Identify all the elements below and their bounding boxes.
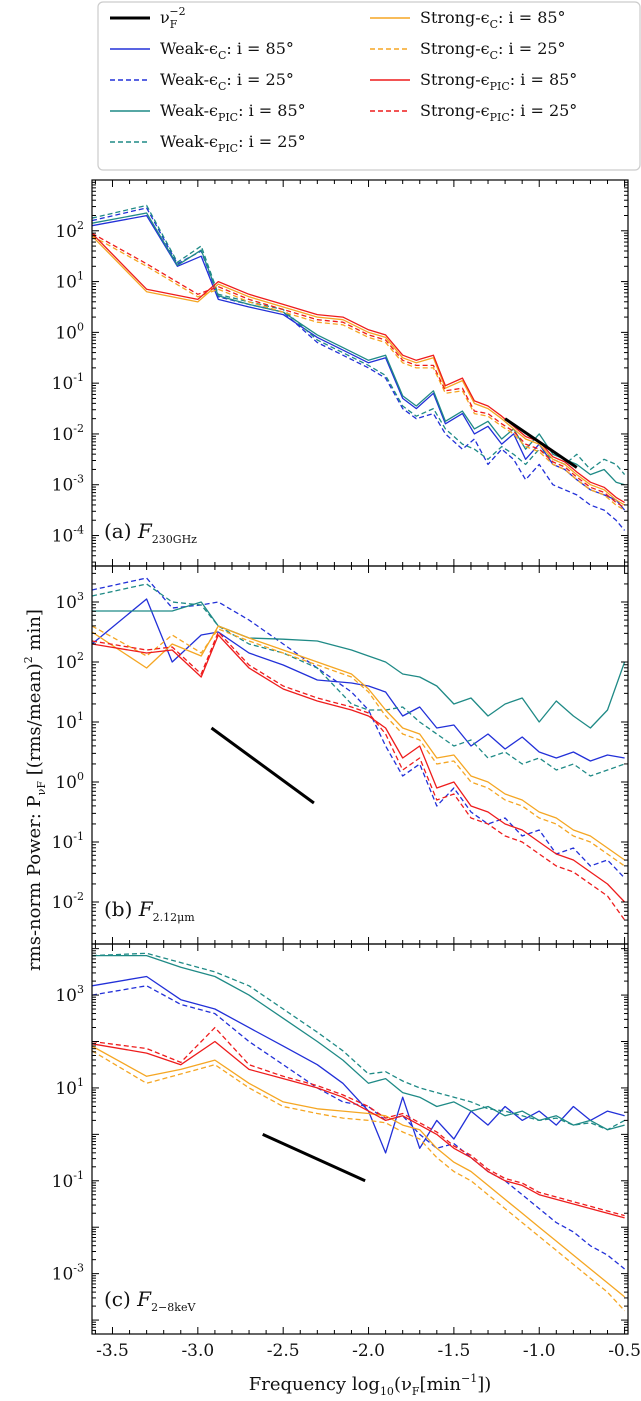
- y-axis-label: rms-norm Power: PνF [(rms/mean)2 min]: [22, 609, 48, 971]
- series-line-sc25: [92, 235, 625, 511]
- legend-label: Strong-ϵPIC: i = 85°: [420, 70, 577, 93]
- y-tick-label: 10-2: [52, 890, 84, 913]
- legend-entry: Strong-ϵPIC: i = 85°: [370, 70, 577, 93]
- series-line-sc85: [92, 235, 625, 506]
- panel-c: 10-3 10-1 101 103 (c) F2−8keV: [52, 943, 629, 1335]
- x-tick-labels: -3.5 -3.0 -2.5 -2.0 -1.5 -1.0 -0.5: [96, 1341, 641, 1361]
- series-line-wp25: [92, 952, 625, 1131]
- x-axis-label: Frequency log10(νF[min−1]): [249, 1372, 492, 1398]
- y-tick-label: 10-1: [52, 1169, 84, 1192]
- legend-label: Strong-ϵC: i = 85°: [420, 8, 566, 31]
- series-line-sc25: [92, 1050, 626, 1312]
- series-line-sc25: [92, 625, 625, 867]
- x-tick-label: -2.0: [352, 1341, 385, 1361]
- y-tick-label: 10-1: [52, 371, 84, 394]
- legend-frame: [97, 1, 641, 171]
- panel-b: 10-2 10-1 100 101 102 103 (b) F2.12μm: [52, 565, 629, 945]
- panel-label: (b) F2.12μm: [104, 897, 195, 924]
- legend-label: Strong-ϵC: i = 25°: [420, 39, 566, 62]
- power-law-reference-line: [262, 1132, 366, 1183]
- series-line-sp25: [92, 631, 626, 921]
- series-line-sc85: [92, 1045, 626, 1298]
- legend-entry: Weak-ϵC: i = 85°: [110, 39, 294, 62]
- y-tick-label: 10-3: [52, 1262, 84, 1285]
- y-tick-label: 10-2: [52, 422, 84, 445]
- power-law-reference-line: [504, 417, 578, 469]
- x-tick-label: -3.0: [181, 1341, 214, 1361]
- series-line-wc85: [92, 975, 625, 1154]
- x-tick-label: -1.0: [523, 1341, 556, 1361]
- x-tick-label: -2.5: [267, 1341, 300, 1361]
- x-tick-label: -1.5: [437, 1341, 470, 1361]
- y-tick-label: 103: [55, 590, 84, 613]
- legend-entry: Strong-ϵC: i = 25°: [370, 39, 566, 62]
- series-line-wp25: [92, 583, 625, 777]
- series-line-wp85: [92, 954, 625, 1131]
- legend: νF−2 Weak-ϵC: i = 85° Weak-ϵC: i = 25° Weak…: [97, 1, 641, 171]
- panel-a: 10-4 10-3 10-2 10-1 100 101 102 (a) F230GHz: [52, 179, 629, 567]
- legend-label: Weak-ϵPIC: i = 85°: [160, 101, 306, 124]
- y-tick-label: 102: [55, 650, 84, 673]
- legend-label: Weak-ϵC: i = 25°: [160, 70, 294, 93]
- series-line-wp25: [92, 204, 626, 476]
- series-group: [92, 952, 626, 1312]
- series-line-sp85: [92, 232, 625, 504]
- legend-label: Strong-ϵPIC: i = 25°: [420, 101, 577, 124]
- x-tick-label: -3.5: [96, 1341, 129, 1361]
- legend-entry: Strong-ϵPIC: i = 25°: [370, 101, 577, 124]
- series-line-wc25: [92, 577, 626, 879]
- legend-label: νF−2: [160, 5, 186, 31]
- y-tick-label: 100: [55, 320, 84, 343]
- panel-label: (c) F2−8keV: [104, 1287, 196, 1314]
- series-line-wc85: [92, 598, 625, 762]
- y-tick-label: 10-3: [52, 473, 84, 496]
- y-tick-label: 10-1: [52, 830, 84, 853]
- series-line-wc25: [92, 985, 626, 1270]
- power-law-reference-line: [210, 726, 315, 805]
- y-tick-label: 101: [55, 270, 84, 293]
- legend-label: Weak-ϵC: i = 85°: [160, 39, 294, 62]
- x-tick-label: -0.5: [608, 1341, 641, 1361]
- y-tick-label: 101: [55, 1076, 84, 1099]
- y-tick-label: 103: [55, 983, 84, 1006]
- series-line-sc85: [92, 625, 625, 861]
- series-line-sp25: [92, 232, 625, 509]
- legend-entry: Weak-ϵC: i = 25°: [110, 70, 294, 93]
- legend-entry: νF−2: [110, 5, 186, 31]
- panel-label: (a) F230GHz: [104, 519, 197, 546]
- y-tick-label: 101: [55, 710, 84, 733]
- series-line-sp85: [92, 1040, 625, 1219]
- panel-frame: [91, 179, 629, 567]
- y-tick-label: 10-4: [52, 524, 84, 547]
- legend-entry: Strong-ϵC: i = 85°: [370, 8, 566, 31]
- series-group: [92, 204, 626, 531]
- legend-entry: Weak-ϵPIC: i = 25°: [110, 132, 306, 155]
- series-line-sp25: [92, 1026, 625, 1217]
- series-group: [92, 577, 626, 921]
- legend-label: Weak-ϵPIC: i = 25°: [160, 132, 306, 155]
- panel-frame: [91, 943, 629, 1335]
- legend-entry: Weak-ϵPIC: i = 85°: [110, 101, 306, 124]
- y-tick-label: 100: [55, 770, 84, 793]
- series-line-sp85: [92, 634, 626, 903]
- y-tick-label: 102: [55, 219, 84, 242]
